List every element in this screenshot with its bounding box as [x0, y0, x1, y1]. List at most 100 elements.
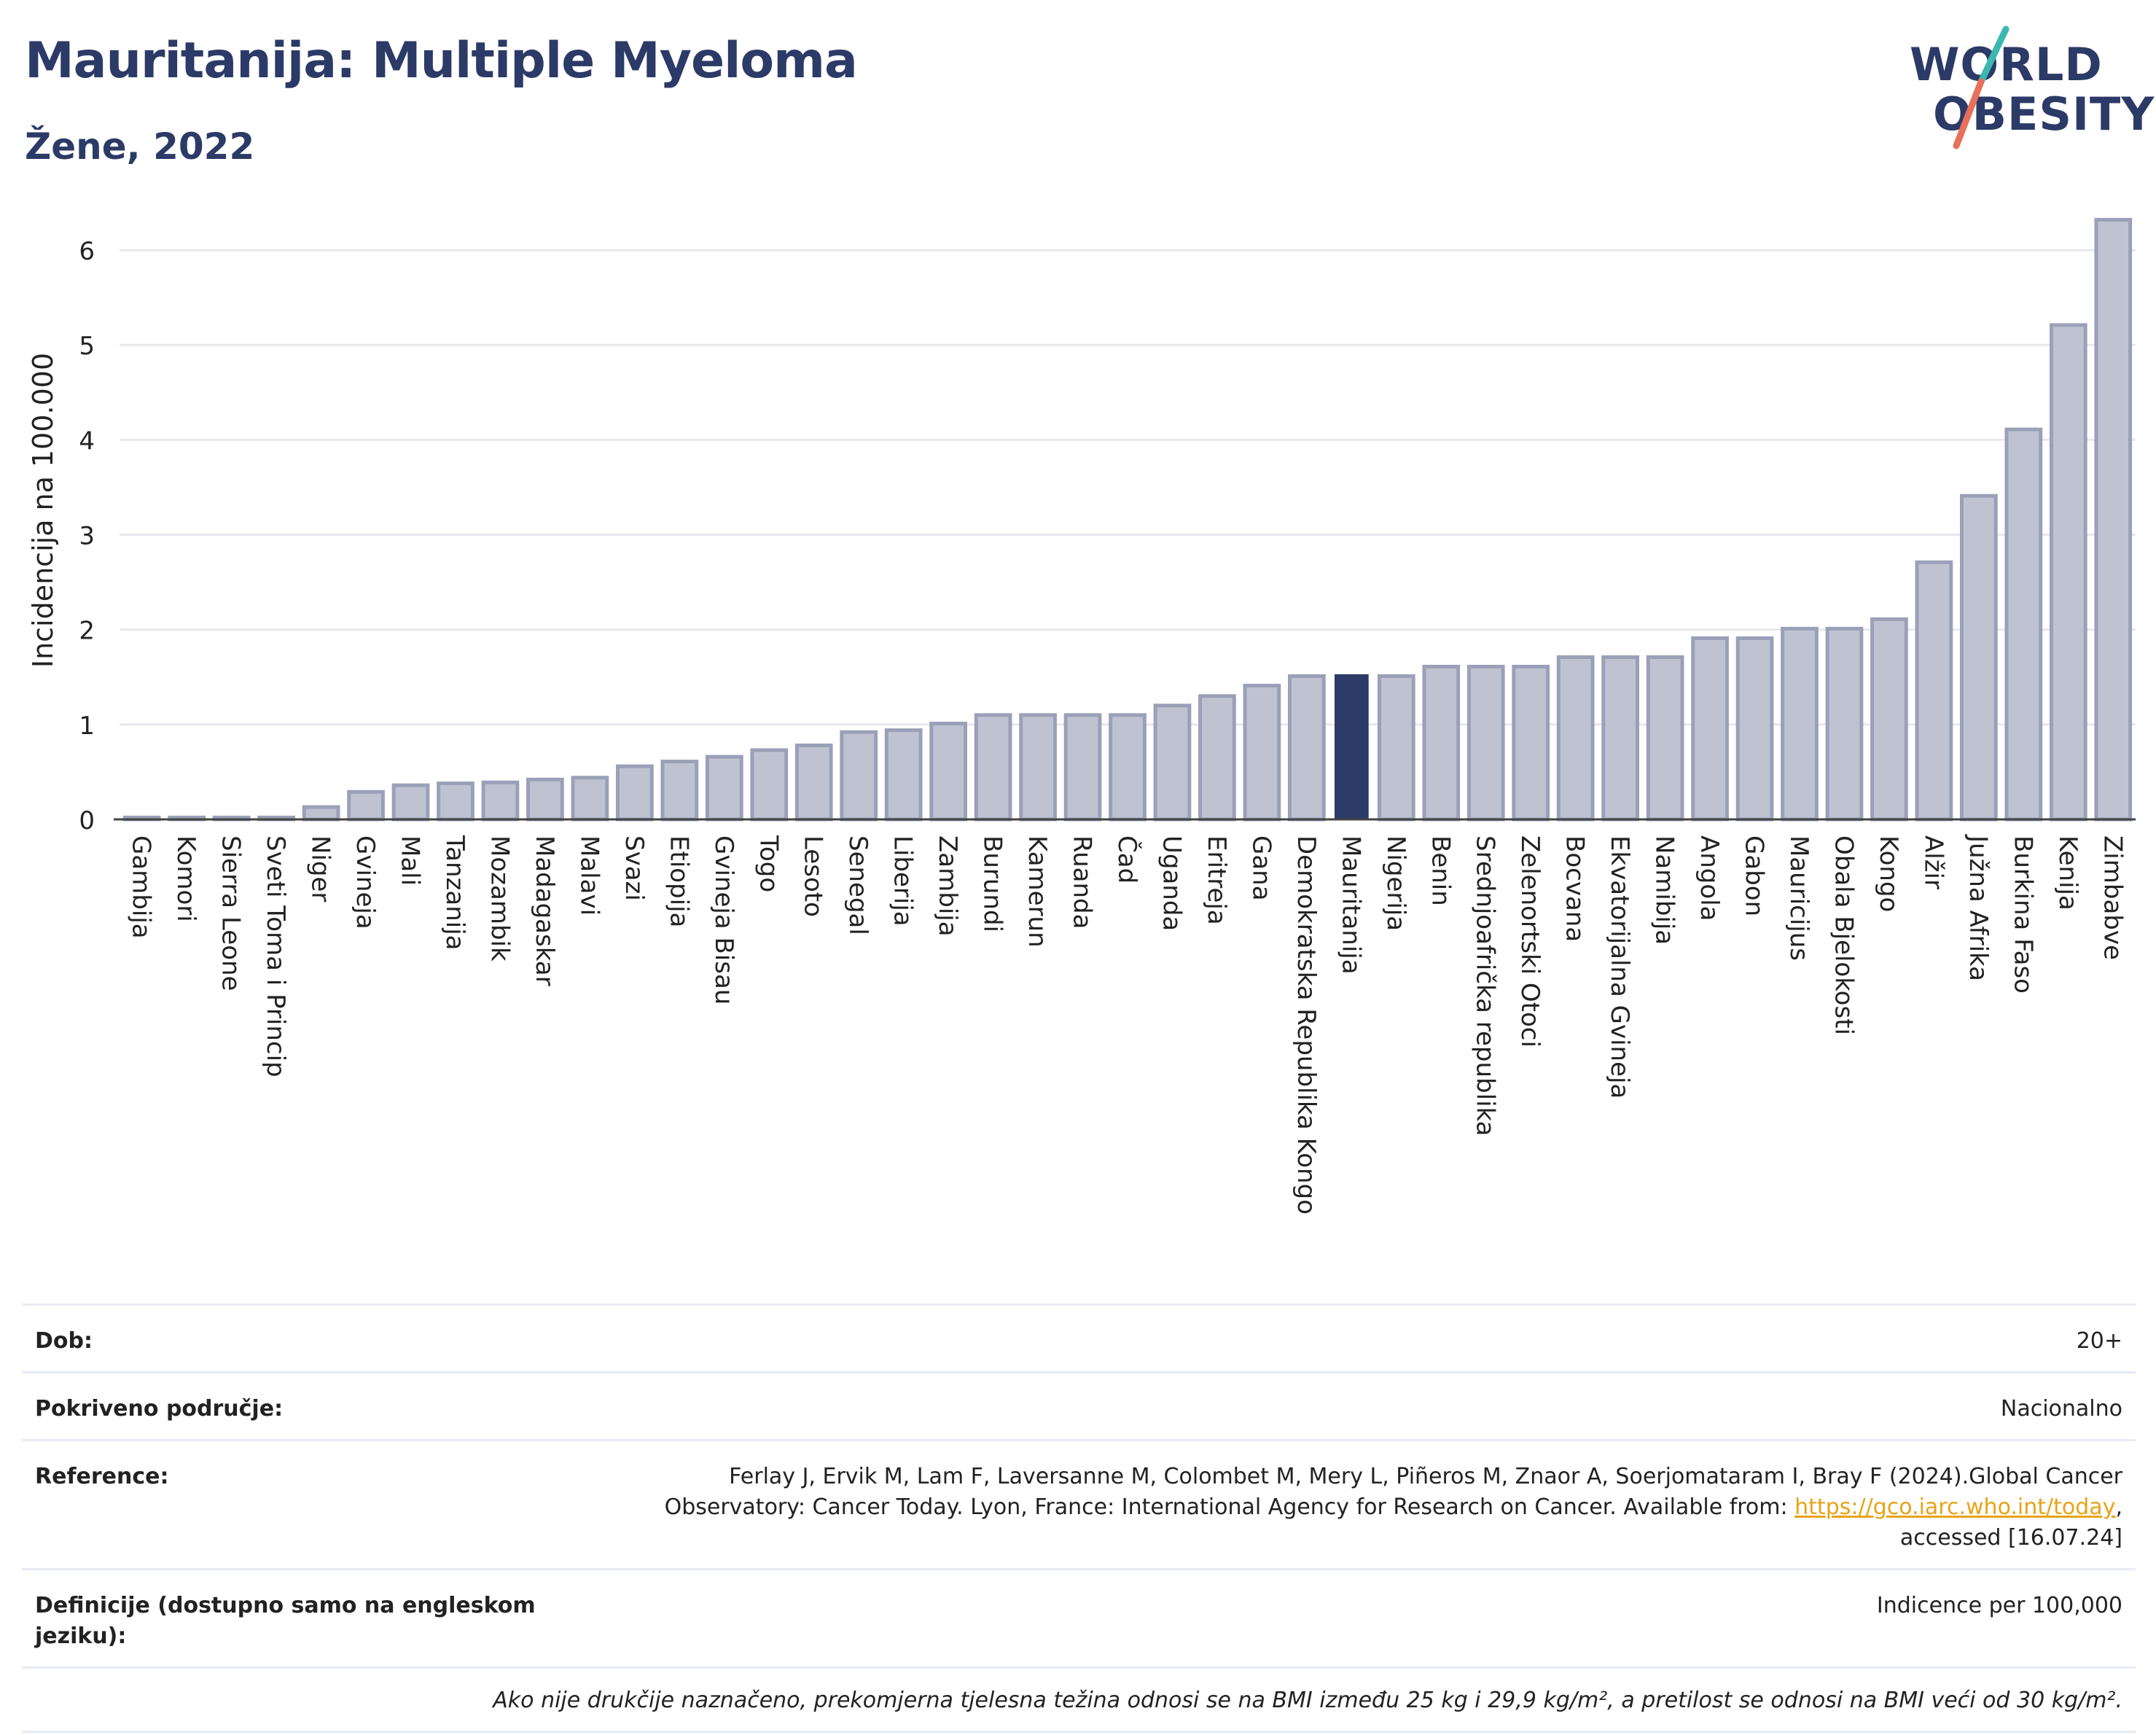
- x-tick-label: Mali: [396, 835, 425, 886]
- y-tick-label: 3: [79, 522, 95, 551]
- bar[interactable]: [1870, 617, 1908, 822]
- x-tick-label: Namibija: [1650, 835, 1679, 945]
- page-title: Mauritanija: Multiple Myeloma: [25, 32, 858, 90]
- page-subtitle: Žene, 2022: [25, 125, 255, 168]
- x-tick-label: Južna Afrika: [1964, 834, 1993, 981]
- x-tick-label: Benin: [1426, 835, 1455, 906]
- x-tick-label: Zelenortski Otoci: [1515, 835, 1544, 1048]
- x-tick-label: Burundi: [978, 835, 1007, 932]
- bar[interactable]: [481, 780, 520, 822]
- bar[interactable]: [2094, 217, 2133, 822]
- bar[interactable]: [1109, 713, 1147, 822]
- bar[interactable]: [660, 760, 699, 822]
- x-tick-label: Gambija: [127, 835, 156, 939]
- x-tick-label: Srednjoafrička republika: [1471, 835, 1500, 1136]
- x-tick-label: Uganda: [1157, 835, 1186, 931]
- bar[interactable]: [794, 743, 833, 822]
- x-tick-label: Burkina Faso: [2008, 835, 2037, 994]
- bar[interactable]: [347, 789, 385, 822]
- bar[interactable]: [1153, 703, 1192, 822]
- coverage-label: Pokriveno područje:: [35, 1396, 284, 1422]
- info-row-coverage: Pokriveno područje: Nacionalno: [22, 1371, 2136, 1439]
- x-tick-label: Liberija: [888, 835, 918, 927]
- info-row-reference: Reference: Ferlay J, Ervik M, Lam F, Lav…: [22, 1439, 2136, 1568]
- reference-link[interactable]: https://gco.iarc.who.int/today: [1794, 1494, 2116, 1520]
- age-label: Dob:: [35, 1328, 93, 1354]
- x-tick-label: Svazi: [620, 835, 649, 901]
- bar[interactable]: [750, 748, 789, 822]
- bar[interactable]: [1781, 626, 1819, 822]
- x-tick-label: Lesoto: [799, 835, 828, 917]
- bar[interactable]: [1063, 713, 1102, 822]
- bar[interactable]: [1288, 674, 1326, 822]
- world-obesity-logo[interactable]: WORLD OBESITY: [1895, 22, 2154, 160]
- x-tick-label: Zambija: [933, 835, 962, 937]
- x-tick-label: Gvineja Bisau: [709, 835, 738, 1005]
- definitions-value: Indicence per 100,000: [1876, 1593, 2122, 1618]
- bar-highlighted[interactable]: [1334, 674, 1369, 819]
- bar[interactable]: [705, 755, 743, 822]
- bar[interactable]: [1960, 494, 1998, 822]
- bar[interactable]: [1243, 683, 1281, 822]
- bar[interactable]: [616, 764, 654, 822]
- bar[interactable]: [974, 713, 1012, 822]
- x-tick-label: Nigerija: [1381, 835, 1410, 931]
- info-row-definitions: Definicije (dostupno samo na engleskom j…: [22, 1568, 2136, 1666]
- x-tick-label: Gabon: [1740, 835, 1769, 916]
- bar[interactable]: [391, 783, 430, 822]
- bar[interactable]: [1466, 664, 1505, 822]
- x-tick-label: Čad: [1112, 835, 1142, 884]
- bar[interactable]: [526, 777, 564, 822]
- reference-value: Ferlay J, Ervik M, Lam F, Laversanne M, …: [592, 1462, 2122, 1553]
- x-tick-label: Malavi: [574, 835, 604, 916]
- x-tick-label: Tanzanija: [440, 835, 469, 950]
- bar[interactable]: [1646, 655, 1684, 822]
- x-tick-label: Niger: [306, 835, 335, 902]
- bar[interactable]: [1422, 664, 1461, 822]
- bar[interactable]: [302, 805, 340, 822]
- x-tick-label: Alžir: [1918, 835, 1948, 889]
- bar[interactable]: [929, 722, 967, 822]
- bar[interactable]: [840, 730, 878, 822]
- x-tick-label: Komori: [171, 835, 200, 922]
- x-axis: Gambija Komori Sierra Leone Sveti Toma i Pr…: [114, 818, 2136, 1214]
- x-tick-label: Sveti Toma i Princip: [261, 835, 290, 1077]
- bar[interactable]: [1556, 655, 1595, 822]
- coverage-value: Nacionalno: [2000, 1396, 2122, 1422]
- bars: [122, 217, 2133, 822]
- reference-text: Ferlay J, Ervik M, Lam F, Laversanne M, …: [664, 1464, 2122, 1520]
- x-tick-label: Bocvana: [1561, 835, 1590, 942]
- bar[interactable]: [1691, 636, 1729, 822]
- logo-text-world: WORLD: [1910, 38, 2103, 91]
- bar[interactable]: [437, 781, 474, 822]
- x-tick-label: Ruanda: [1068, 835, 1097, 929]
- x-tick-label: Ekvatorijalna Gvineja: [1605, 835, 1634, 1099]
- y-tick-label: 2: [79, 617, 95, 646]
- bar[interactable]: [1601, 655, 1639, 822]
- y-tick-label: 5: [79, 332, 95, 361]
- bar[interactable]: [2004, 427, 2043, 822]
- y-tick-label: 4: [79, 426, 95, 456]
- bar[interactable]: [2049, 323, 2087, 822]
- x-tick-label: Madagaskar: [530, 835, 559, 986]
- reference-accessed: , accessed [16.07.24]: [1899, 1494, 2122, 1551]
- x-tick-label: Gvineja: [351, 835, 380, 929]
- bar[interactable]: [1377, 674, 1415, 822]
- bar[interactable]: [1512, 664, 1550, 822]
- bar[interactable]: [571, 776, 609, 822]
- bar[interactable]: [1735, 636, 1774, 822]
- bar[interactable]: [884, 728, 923, 822]
- bar[interactable]: [1915, 560, 1953, 822]
- info-row-age: Dob: 20+: [22, 1303, 2136, 1371]
- x-tick-label: Togo: [754, 835, 783, 892]
- x-tick-label: Kamerun: [1023, 835, 1052, 948]
- bar[interactable]: [1825, 626, 1864, 822]
- bar[interactable]: [1198, 694, 1236, 822]
- y-tick-label: 0: [79, 806, 95, 835]
- age-value: 20+: [2076, 1328, 2122, 1354]
- definitions-label: Definicije (dostupno samo na engleskom j…: [35, 1593, 536, 1649]
- bar[interactable]: [1019, 713, 1057, 822]
- y-axis: 0 1 2 3 4 5 6: [79, 237, 95, 835]
- x-tick-label: Mauricijus: [1784, 835, 1813, 961]
- x-tick-label: Mozambik: [485, 835, 514, 962]
